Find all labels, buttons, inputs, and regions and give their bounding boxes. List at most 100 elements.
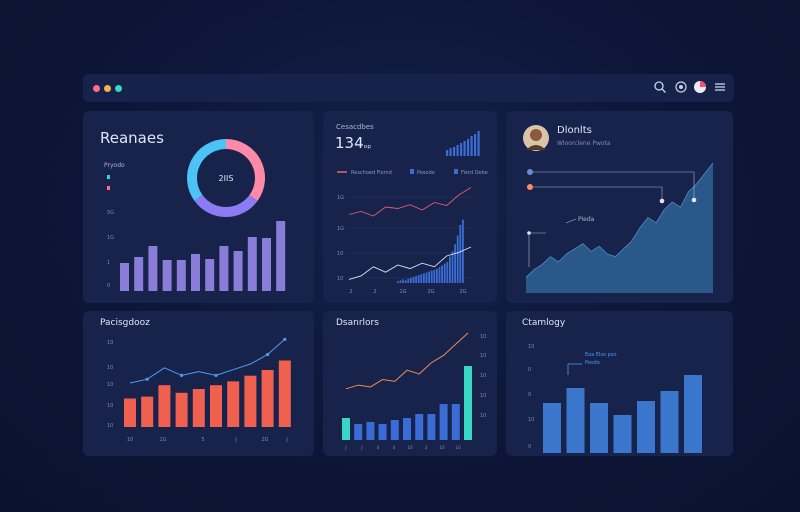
data-point bbox=[283, 337, 287, 341]
spark-bar bbox=[477, 131, 480, 156]
y-axis-label: 10 bbox=[107, 423, 113, 429]
panel-title: Ctamlogy bbox=[522, 318, 566, 328]
panel-caption: Cesacdbes bbox=[336, 123, 374, 131]
series-line bbox=[345, 332, 469, 390]
bar bbox=[366, 422, 375, 440]
x-axis-label: 10 bbox=[407, 445, 413, 450]
x-axis-label: 1G bbox=[455, 445, 461, 450]
spark-bar bbox=[463, 141, 466, 156]
bar bbox=[415, 414, 424, 440]
bar bbox=[410, 277, 412, 283]
area-fill bbox=[526, 163, 713, 293]
chart-annotation: Pesdo bbox=[585, 360, 600, 366]
legend-swatch-red bbox=[107, 186, 110, 190]
x-axis-label: 1G bbox=[399, 289, 406, 295]
spark-bar bbox=[460, 143, 463, 156]
donut-slice bbox=[194, 194, 258, 217]
chart-annotation: Pieda bbox=[578, 216, 595, 223]
bar bbox=[566, 388, 585, 453]
pacisgdooz-chart: 10 10 10 10 10 10 1G 5 J 2G J bbox=[107, 337, 291, 443]
bar bbox=[227, 381, 240, 427]
bar bbox=[261, 370, 274, 427]
bar bbox=[124, 398, 136, 427]
x-axis-label: 5 bbox=[201, 437, 204, 443]
series-marker bbox=[527, 184, 533, 190]
y-axis-label: 1G bbox=[337, 226, 344, 232]
y-axis-label: 10 bbox=[337, 276, 343, 282]
x-axis-label: 3 bbox=[425, 445, 428, 450]
bar bbox=[397, 281, 399, 283]
legend-item: Reschoed Fiomd bbox=[351, 170, 392, 176]
y-axis-label: 1 bbox=[107, 260, 110, 266]
series-line bbox=[348, 246, 472, 280]
bar bbox=[158, 385, 171, 427]
bar bbox=[378, 424, 387, 440]
y-axis-label: 0 bbox=[528, 444, 531, 450]
data-point bbox=[266, 352, 270, 357]
bar bbox=[278, 360, 291, 427]
avatar[interactable] bbox=[522, 124, 550, 152]
bar bbox=[219, 246, 229, 291]
spark-bar bbox=[470, 136, 473, 156]
data-point bbox=[214, 373, 218, 377]
y-axis-label: 0 bbox=[528, 392, 531, 398]
x-axis-label: J bbox=[360, 445, 362, 450]
y-axis-label: 10 bbox=[337, 251, 343, 257]
y-axis-label: 10 bbox=[480, 373, 486, 379]
bar bbox=[430, 270, 433, 283]
bar bbox=[428, 271, 430, 283]
bar bbox=[175, 392, 188, 427]
leader-line bbox=[565, 218, 577, 224]
panel-title: Pacisgdooz bbox=[100, 318, 150, 328]
y-axis-label: 1G bbox=[337, 195, 344, 201]
bar bbox=[451, 251, 454, 283]
bar bbox=[390, 420, 399, 440]
menu-icon[interactable] bbox=[713, 80, 727, 94]
bar bbox=[191, 254, 200, 291]
x-axis-label: 10 bbox=[127, 437, 133, 443]
window-dot-close[interactable] bbox=[93, 85, 100, 92]
ctamlogy-chart: 10 0 0 10 0 Eoa Elso pso Pesdo bbox=[528, 344, 702, 453]
bar bbox=[120, 263, 129, 291]
window-dot-minimize[interactable] bbox=[104, 85, 111, 92]
panel-title: Reanaes bbox=[100, 129, 164, 147]
series-line bbox=[348, 187, 472, 217]
x-axis-label: J bbox=[234, 437, 236, 443]
bar bbox=[462, 219, 464, 283]
bar bbox=[354, 424, 363, 440]
y-axis-label: 0 bbox=[107, 283, 110, 289]
bar bbox=[456, 235, 459, 283]
window-titlebar bbox=[83, 74, 734, 102]
notifications-icon[interactable] bbox=[674, 80, 688, 94]
bar bbox=[415, 275, 417, 283]
x-axis-label: 2G bbox=[261, 437, 268, 443]
series-line bbox=[129, 338, 286, 384]
bar bbox=[205, 259, 215, 291]
y-axis-label: 10 bbox=[528, 344, 534, 350]
y-axis-label: 5G bbox=[107, 210, 114, 216]
bar bbox=[176, 260, 186, 291]
legend-label: Pryodo bbox=[104, 162, 125, 169]
profile-icon[interactable] bbox=[693, 80, 707, 94]
bar bbox=[443, 263, 446, 283]
search-icon[interactable] bbox=[653, 80, 667, 94]
y-axis-label: 10 bbox=[107, 382, 113, 388]
series-marker bbox=[527, 169, 533, 175]
x-axis-label: 1G bbox=[159, 437, 166, 443]
x-axis-label: J bbox=[285, 437, 287, 443]
bar bbox=[454, 244, 456, 283]
bar bbox=[141, 396, 154, 427]
x-axis-label: 4 bbox=[377, 445, 380, 450]
y-axis-label: 10 bbox=[107, 340, 113, 346]
bar bbox=[403, 418, 411, 440]
area-line bbox=[525, 162, 714, 278]
bar bbox=[247, 237, 257, 291]
y-axis-label: 0 bbox=[528, 367, 531, 373]
y-axis-label: 10 bbox=[480, 413, 486, 419]
bar bbox=[162, 260, 172, 291]
metric-number: 134 bbox=[335, 134, 364, 152]
y-axis-label: 10 bbox=[107, 403, 113, 409]
y-axis-label: 10 bbox=[480, 353, 486, 359]
panel-title: Dsanrlors bbox=[336, 318, 379, 328]
window-dot-maximize[interactable] bbox=[115, 85, 122, 92]
